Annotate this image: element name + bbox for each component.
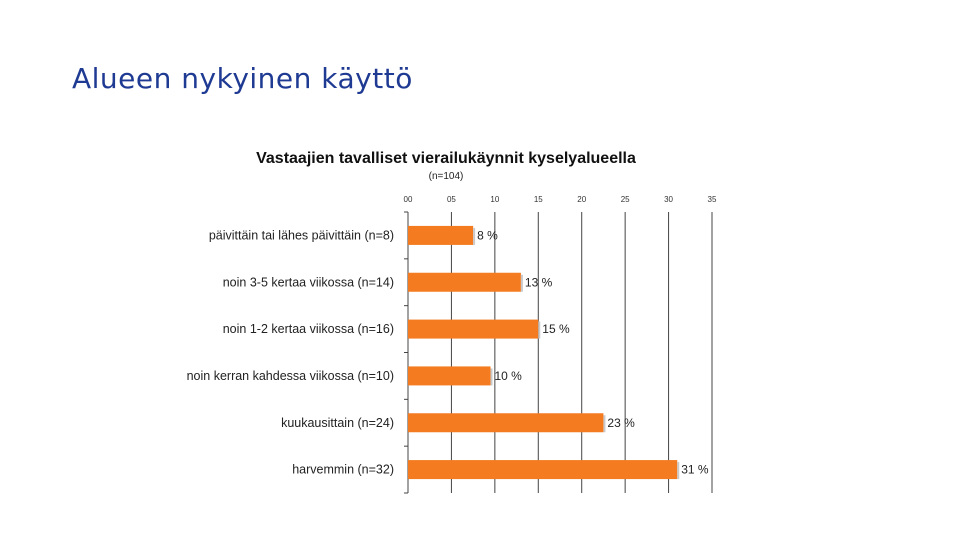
- bar: [408, 413, 604, 433]
- category-label: kuukausittain (n=24): [281, 416, 394, 430]
- category-labels: päivittäin tai lähes päivittäin (n=8) noi…: [187, 228, 394, 476]
- data-label: 8 %: [477, 228, 498, 242]
- chart-subtitle: (n=104): [429, 171, 464, 182]
- x-tick-label: 35: [708, 195, 717, 204]
- category-label: noin 1-2 kertaa viikossa (n=16): [223, 322, 394, 336]
- data-label: 13 %: [525, 275, 553, 289]
- grid-layer: [404, 211, 713, 494]
- chart-title: Vastaajien tavalliset vierailukäynnit ky…: [256, 150, 636, 167]
- bar-shadow: [677, 462, 680, 480]
- x-axis-ticks: 00 05 10 15 20 25 30 35: [404, 195, 717, 204]
- bar: [408, 225, 474, 245]
- x-tick-label: 05: [447, 195, 456, 204]
- bar-shadow: [473, 227, 476, 245]
- bar: [408, 272, 521, 292]
- bar: [408, 366, 491, 386]
- x-tick-label: 00: [404, 195, 413, 204]
- data-label: 15 %: [542, 322, 570, 336]
- bar: [408, 460, 678, 480]
- bar: [408, 319, 539, 339]
- data-label: 10 %: [495, 369, 523, 383]
- bar-shadow: [520, 274, 523, 292]
- category-label: päivittäin tai lähes päivittäin (n=8): [209, 228, 394, 242]
- x-tick-label: 15: [534, 195, 543, 204]
- bar-shadow: [490, 368, 493, 386]
- slide-title: Alueen nykyinen käyttö: [72, 62, 413, 95]
- data-label: 31 %: [681, 463, 709, 477]
- category-label: harvemmin (n=32): [292, 463, 394, 477]
- category-label: noin kerran kahdessa viikossa (n=10): [187, 369, 394, 383]
- x-tick-label: 20: [577, 195, 586, 204]
- x-tick-label: 30: [664, 195, 673, 204]
- bars: [408, 225, 680, 480]
- x-tick-label: 10: [490, 195, 499, 204]
- bar-shadow: [538, 321, 541, 339]
- x-tick-label: 25: [621, 195, 630, 204]
- category-label: noin 3-5 kertaa viikossa (n=14): [223, 275, 394, 289]
- data-label: 23 %: [607, 416, 635, 430]
- bar-shadow: [603, 415, 606, 433]
- data-labels: 8 % 13 % 15 % 10 % 23 % 31 %: [477, 228, 709, 476]
